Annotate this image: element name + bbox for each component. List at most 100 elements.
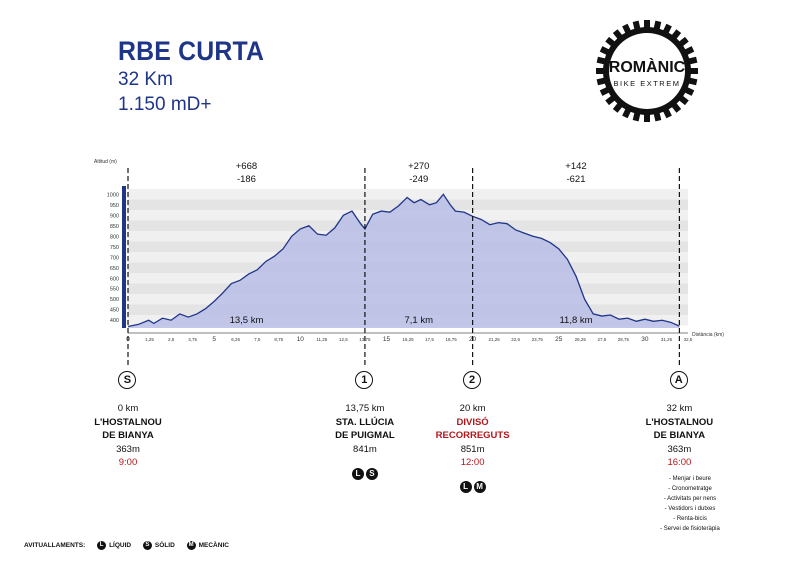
checkpoint-name2: RECORREGUTS: [435, 430, 510, 441]
checkpoint-alt: 841m: [353, 443, 377, 455]
legend-title: AVITUALLAMENTS:: [24, 542, 86, 549]
checkpoint-alt: 363m: [667, 443, 692, 455]
logo-tagline: BIKE EXTREM: [614, 79, 681, 88]
legend: AVITUALLAMENTS: L LÍQUID S SÒLID M MECÀNIC: [24, 541, 229, 550]
legend-solid-label: SÒLID: [154, 542, 175, 549]
checkpoint-badge: 1: [355, 371, 374, 389]
checkpoint-info: 0 km L'HOSTALNOU DE BIANYA 363m 9:00: [68, 402, 188, 470]
liquid-icon: L: [459, 481, 472, 493]
checkpoint-name2: DE BIANYA: [653, 430, 706, 441]
x-tick-label: 25: [555, 336, 563, 343]
service-item: - Vestidors i dutxes: [664, 506, 716, 512]
x-tick-label: 8,75: [274, 337, 283, 342]
checkpoint-info: 13,75 km STA. LLÚCIA DE PUIGMAL 841m: [305, 402, 425, 456]
checkpoint-name1: DIVISÓ: [456, 416, 489, 428]
x-tick-label: 6,25: [231, 337, 240, 342]
segment-gain: +142: [565, 161, 586, 172]
checkpoint-badge: A: [669, 371, 688, 389]
checkpoint-name1: L'HOSTALNOU: [94, 416, 162, 428]
x-tick-label: 23,75: [532, 337, 544, 342]
y-tick-label: 950: [110, 203, 119, 209]
y-tick-label: 600: [110, 276, 119, 282]
y-tick-label: 900: [110, 213, 119, 219]
elevation-line: [127, 193, 680, 328]
x-tick-label: 22,5: [511, 337, 520, 342]
checkpoint-km: 20 km: [459, 403, 486, 414]
y-tick-label: 450: [110, 308, 119, 314]
checkpoint-info: 20 km DIVISÓ RECORREGUTS 851m 12:00: [413, 402, 533, 470]
x-tick-label: 18,75: [445, 337, 457, 342]
x-tick-label: 27,5: [597, 337, 606, 342]
x-axis-label: Distància (km): [692, 332, 724, 338]
service-item: - Cronometratge: [668, 486, 712, 492]
segment-gain: +270: [408, 161, 429, 172]
checkpoint-name2: DE PUIGMAL: [335, 430, 395, 441]
x-tick-label: 26,25: [575, 337, 587, 342]
y-tick-label: 850: [110, 224, 119, 230]
x-tick-label: 16,25: [402, 337, 414, 342]
x-tick-label: 21,25: [489, 337, 501, 342]
logo-name: ROMÀNIC: [609, 57, 686, 76]
romanic-logo: ROMÀNIC BIKE EXTREM: [596, 20, 698, 122]
checkpoint-alt: 363m: [116, 443, 140, 455]
service-item: - Renta-bicis: [673, 516, 707, 522]
liquid-icon: L: [351, 468, 364, 480]
elevation-area: [128, 194, 680, 328]
segment-distance: 11,8 km: [559, 315, 592, 326]
solid-icon: S: [365, 468, 378, 480]
x-tick-label: 5: [212, 336, 216, 343]
legend-liquid-label: LÍQUID: [109, 542, 132, 549]
segment-loss: -186: [237, 174, 256, 185]
y-tick-label: 700: [110, 255, 119, 261]
x-tick-label: 1,25: [145, 337, 154, 342]
checkpoint-name1: L'HOSTALNOU: [645, 416, 714, 428]
page-title: RBE CURTA: [118, 36, 265, 66]
service-item: - Activitats per nens: [663, 496, 717, 502]
checkpoint-name2: DE BIANYA: [102, 430, 154, 441]
segment-gain: +668: [236, 161, 257, 172]
checkpoint-km: 32 km: [666, 403, 693, 414]
segment-loss: -249: [409, 174, 428, 185]
x-tick-label: 28,75: [618, 337, 630, 342]
checkpoint-badge: 2: [463, 371, 481, 389]
x-tick-label: 11,25: [316, 337, 327, 342]
x-tick-label: 12,5: [339, 337, 348, 342]
altitude-scale-bar: [122, 186, 126, 328]
x-tick-label: 15: [383, 336, 391, 343]
checkpoint-name1: STA. LLÚCIA: [335, 416, 395, 428]
checkpoint-badge: S: [118, 371, 137, 389]
solid-icon: S: [142, 541, 152, 550]
x-tick-label: 2,5: [168, 337, 175, 342]
checkpoint-km: 13,75 km: [345, 403, 385, 414]
x-tick-label: 31,25: [661, 337, 673, 342]
service-item: - Menjar i beure: [668, 476, 712, 482]
x-tick-label: 17,5: [425, 337, 434, 342]
segment-loss: -621: [566, 174, 585, 185]
checkpoint-time: 16:00: [667, 457, 692, 468]
checkpoint-km: 0 km: [117, 403, 139, 414]
y-axis-label: Altitud (m): [94, 159, 117, 165]
segment-distance: 13,5 km: [230, 315, 264, 326]
y-tick-label: 500: [110, 297, 119, 303]
legend-mechanic-label: MECÀNIC: [198, 542, 229, 549]
checkpoint-alt: 851m: [460, 443, 485, 455]
checkpoint-time: 9:00: [118, 457, 138, 468]
route-distance: 32 Km: [118, 69, 173, 90]
service-item: - Servei de fisioteràpia: [660, 526, 720, 532]
y-tick-label: 800: [110, 234, 119, 240]
y-tick-label: 1000: [107, 192, 119, 198]
segment-distance: 7,1 km: [405, 315, 434, 326]
x-tick-label: 30: [641, 336, 649, 343]
x-tick-label: 32,5: [684, 337, 693, 342]
route-elevation: 1.150 mD+: [118, 94, 212, 115]
checkpoint-time: 12:00: [460, 457, 485, 468]
liquid-icon: L: [97, 541, 107, 550]
y-tick-label: 750: [110, 245, 119, 251]
x-tick-label: 10: [297, 336, 305, 343]
mechanic-icon: M: [473, 481, 486, 493]
x-tick-label: 7,5: [254, 337, 261, 342]
mechanic-icon: M: [186, 541, 196, 550]
